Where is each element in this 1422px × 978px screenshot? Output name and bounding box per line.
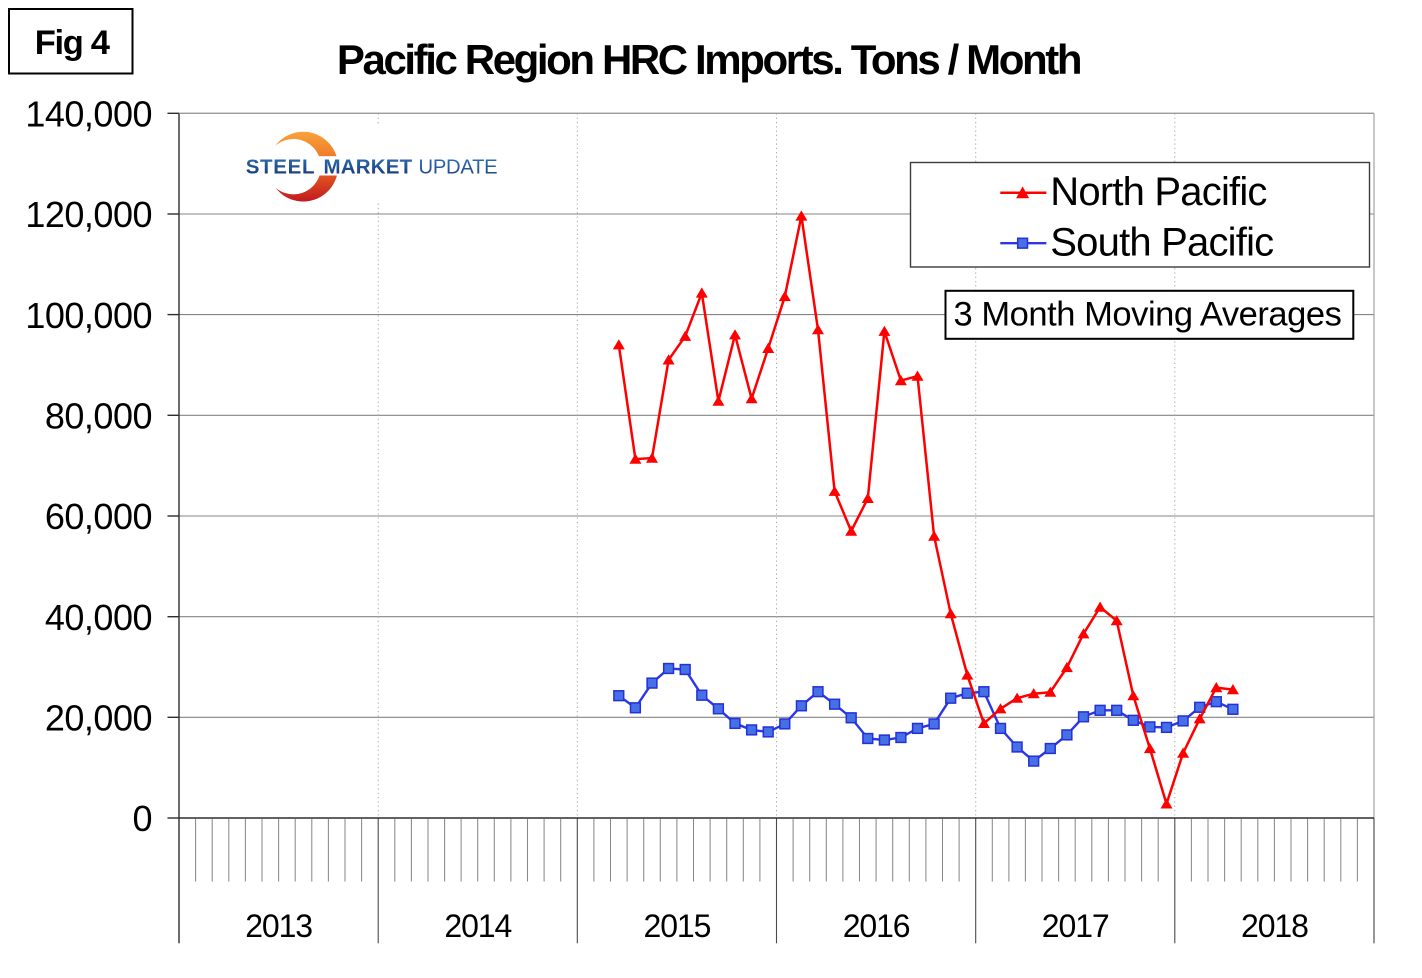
svg-text:Fig 4: Fig 4 (35, 24, 110, 62)
svg-text:MARKET: MARKET (324, 155, 413, 178)
svg-text:Pacific Region HRC Imports. To: Pacific Region HRC Imports. Tons / Month (337, 36, 1081, 83)
svg-text:20,000: 20,000 (45, 698, 152, 739)
svg-text:140,000: 140,000 (25, 94, 152, 135)
svg-text:80,000: 80,000 (45, 396, 152, 437)
svg-text:North Pacific: North Pacific (1050, 170, 1266, 214)
svg-text:2017: 2017 (1042, 908, 1109, 944)
svg-text:2013: 2013 (245, 908, 312, 944)
svg-text:2015: 2015 (644, 908, 711, 944)
svg-text:South Pacific: South Pacific (1050, 221, 1273, 265)
svg-text:120,000: 120,000 (25, 194, 152, 235)
svg-text:3 Month Moving Averages: 3 Month Moving Averages (954, 295, 1342, 333)
svg-text:2016: 2016 (843, 908, 910, 944)
svg-text:2014: 2014 (444, 908, 511, 944)
svg-text:100,000: 100,000 (25, 295, 152, 336)
svg-text:0: 0 (132, 798, 152, 839)
svg-text:2018: 2018 (1241, 908, 1308, 944)
svg-text:UPDATE: UPDATE (419, 156, 498, 178)
svg-text:STEEL: STEEL (246, 155, 316, 178)
svg-text:40,000: 40,000 (45, 597, 152, 638)
svg-text:60,000: 60,000 (45, 496, 152, 537)
